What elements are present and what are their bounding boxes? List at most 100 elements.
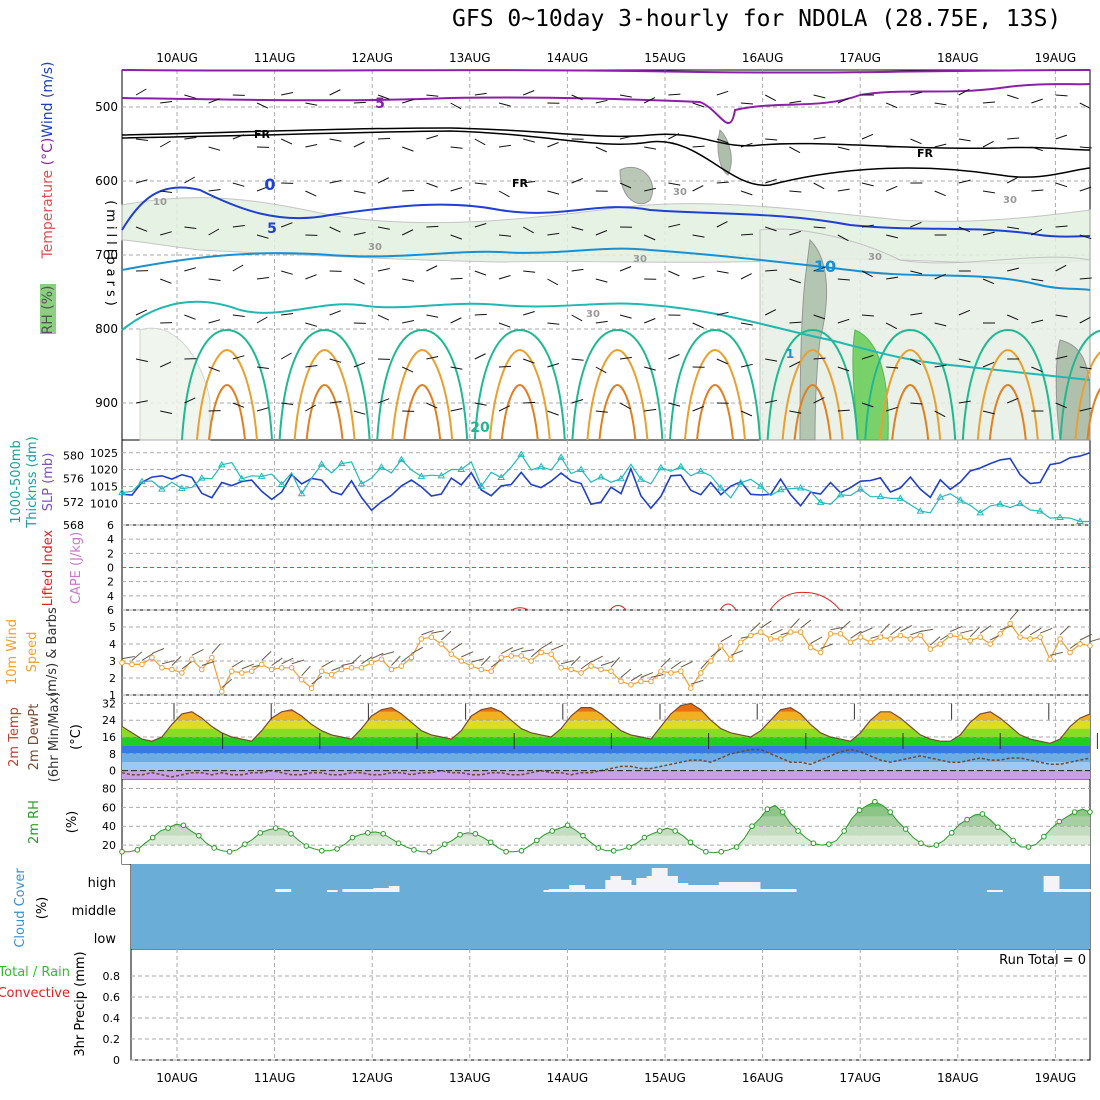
wind-barb [208, 228, 220, 236]
thickness-marker [856, 485, 865, 492]
wind-barb [610, 657, 620, 668]
rh-shade-region [139, 327, 211, 441]
wind-barb [426, 265, 438, 272]
wind-barb [450, 234, 463, 240]
wind-barb [1055, 94, 1068, 97]
wind-barb [135, 400, 148, 404]
high-cloud-bar [646, 876, 653, 892]
precip-tick-label: 0.4 [103, 1012, 121, 1025]
high-cloud-bar [569, 885, 575, 892]
temperature-contour [1059, 329, 1100, 441]
rh-shade-region [717, 129, 732, 176]
contour-label: 30 [368, 242, 382, 253]
wind-speed-marker [238, 670, 245, 676]
wind-barb [571, 268, 584, 272]
temperature-contour [793, 383, 832, 441]
pressure-tick-label: 700 [95, 248, 118, 262]
wind-barb [861, 402, 874, 408]
wind-speed-marker [698, 670, 704, 676]
wind-barb [232, 134, 245, 140]
high-cloud-bar [605, 880, 611, 892]
wind-barb [450, 187, 463, 192]
wind-barb [547, 322, 560, 325]
high-cloud-bar [718, 882, 725, 892]
thickness-marker [617, 474, 625, 482]
wind-barb [141, 653, 154, 661]
rh-marker [687, 839, 694, 846]
x-tick-bottom-label: 10AUG [156, 1071, 198, 1085]
high-cloud-bar [729, 882, 735, 892]
high-cloud-bar [548, 889, 555, 892]
wind-barb [305, 322, 318, 327]
wind-speed-marker [149, 654, 155, 661]
wind-barb [934, 364, 947, 368]
wind-barb [760, 620, 772, 629]
wind-speed-marker [1007, 620, 1013, 627]
high-cloud-bar [332, 890, 338, 892]
wind-speed-marker [538, 649, 544, 656]
wind-barb [450, 366, 463, 370]
precip-total-label: Total / Rain [0, 965, 70, 980]
wind-barb [451, 642, 463, 651]
high-cloud-bar [986, 890, 993, 892]
wind-barb [982, 190, 995, 194]
wind-barb [595, 410, 608, 413]
x-tick-bottom-label: 11AUG [254, 1071, 296, 1085]
wind-barb [886, 102, 898, 109]
cape-axis-label: CAPE (J/kg) [69, 532, 84, 604]
wind-barb [426, 314, 439, 318]
wind-barb [765, 358, 778, 362]
wind-barb [426, 225, 439, 228]
wind-barb [571, 226, 584, 231]
thickness-marker [657, 463, 665, 471]
wind-barb [668, 223, 681, 228]
wind-barb [1031, 98, 1043, 104]
wind-barb [490, 658, 502, 668]
wind-speed-marker [847, 639, 854, 646]
wind-barb [450, 277, 463, 280]
temp-band [122, 728, 1090, 737]
temperature-contour [208, 383, 246, 441]
wind-barb [720, 634, 733, 643]
high-cloud-bar [378, 888, 385, 892]
wind-axis-label-3: (m/s) & Barbs [45, 607, 60, 697]
wind-speed-marker [737, 639, 744, 646]
rh-marker [1041, 833, 1047, 840]
wind-speed-marker [668, 670, 674, 676]
wind-speed-marker [1057, 636, 1063, 642]
wind-speed-marker [508, 653, 514, 659]
wind-barb [426, 135, 439, 140]
wind-barb [256, 234, 269, 239]
wind-barb [789, 361, 801, 368]
wind-barb [740, 233, 754, 236]
wind-axis-label: 10m Wind [5, 619, 20, 685]
wind-speed-marker [258, 661, 265, 668]
wind-barb [668, 182, 681, 186]
wind-barb [580, 660, 592, 670]
wind-speed-marker [458, 658, 465, 664]
li-tick-label: 6 [107, 604, 114, 617]
high-cloud-bar [1048, 876, 1055, 892]
x-tick-bottom-label: 19AUG [1035, 1071, 1077, 1085]
rh2m-axis-label: 2m RH [27, 800, 42, 844]
high-cloud-bar [620, 880, 627, 892]
wind-speed-marker [747, 632, 754, 639]
wind-barb [377, 137, 391, 140]
wind-barb [426, 182, 438, 188]
wind-barb [644, 146, 657, 150]
high-cloud-bar [326, 890, 333, 892]
wind-barb [401, 366, 414, 373]
thickness-marker [916, 507, 925, 514]
wind-barb [910, 402, 923, 405]
pressure-tick-label: 500 [95, 100, 118, 114]
wind-barb [221, 678, 233, 688]
wind-barb [643, 97, 656, 104]
wind-speed-marker [757, 629, 764, 635]
wind-barb [716, 138, 729, 144]
temperature-contour [181, 328, 273, 441]
li-tick-label: 4 [107, 533, 114, 546]
wind-barb [800, 619, 812, 629]
wind-speed-marker [648, 678, 654, 685]
wind-speed-marker [588, 663, 594, 669]
wind-barb [498, 405, 511, 412]
